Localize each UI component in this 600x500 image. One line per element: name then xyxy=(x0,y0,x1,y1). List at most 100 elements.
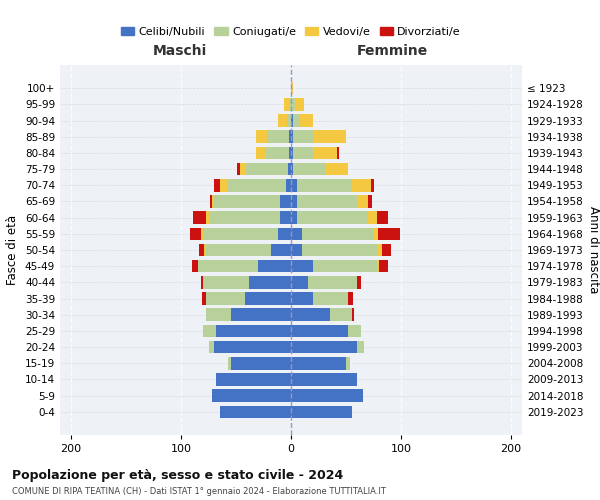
Bar xyxy=(206,212,291,224)
Bar xyxy=(229,179,291,192)
Bar xyxy=(291,212,388,224)
Bar xyxy=(289,130,291,143)
Bar xyxy=(291,82,293,94)
Bar xyxy=(291,212,368,224)
Bar xyxy=(206,308,291,321)
Bar xyxy=(220,406,291,418)
Bar xyxy=(291,82,293,94)
Bar xyxy=(291,179,373,192)
Bar xyxy=(286,179,291,192)
Bar xyxy=(291,114,300,127)
Bar xyxy=(190,228,291,240)
Bar xyxy=(291,357,350,370)
Bar xyxy=(212,390,291,402)
Bar xyxy=(256,146,291,159)
Bar xyxy=(289,98,291,110)
Bar xyxy=(291,390,362,402)
Bar xyxy=(209,341,291,353)
Bar xyxy=(291,390,362,402)
Bar xyxy=(214,179,291,192)
Bar xyxy=(278,228,291,240)
Bar xyxy=(291,212,296,224)
Bar xyxy=(291,276,308,288)
Bar xyxy=(216,373,291,386)
Bar xyxy=(230,308,291,321)
Bar xyxy=(206,308,291,321)
Bar xyxy=(192,260,291,272)
Text: COMUNE DI RIPA TEATINA (CH) - Dati ISTAT 1° gennaio 2024 - Elaborazione TUTTITAL: COMUNE DI RIPA TEATINA (CH) - Dati ISTAT… xyxy=(12,487,386,496)
Bar xyxy=(280,212,291,224)
Bar xyxy=(291,373,357,386)
Bar xyxy=(203,276,291,288)
Bar xyxy=(291,244,377,256)
Bar xyxy=(203,324,291,337)
Bar xyxy=(265,146,291,159)
Bar xyxy=(291,276,357,288)
Bar xyxy=(291,146,340,159)
Bar xyxy=(258,260,291,272)
Bar xyxy=(241,163,291,175)
Bar xyxy=(291,406,352,418)
Bar xyxy=(203,276,291,288)
Bar xyxy=(216,324,291,337)
Bar xyxy=(291,98,304,110)
Bar xyxy=(291,228,378,240)
Bar xyxy=(291,130,346,143)
Bar xyxy=(291,308,352,321)
Bar xyxy=(291,163,348,175)
Bar xyxy=(209,341,291,353)
Bar xyxy=(256,130,291,143)
Bar xyxy=(291,341,364,353)
Bar xyxy=(291,163,293,175)
Bar xyxy=(291,114,313,127)
Bar xyxy=(246,163,291,175)
Bar xyxy=(280,195,291,208)
Bar xyxy=(201,276,291,288)
Bar xyxy=(197,260,291,272)
Bar xyxy=(291,390,362,402)
Bar xyxy=(199,244,291,256)
Bar xyxy=(291,146,313,159)
Bar xyxy=(216,373,291,386)
Bar xyxy=(291,114,293,127)
Bar xyxy=(206,292,291,305)
Bar xyxy=(291,373,357,386)
Text: Maschi: Maschi xyxy=(153,44,207,58)
Bar xyxy=(203,324,291,337)
Bar xyxy=(291,163,348,175)
Bar xyxy=(237,163,291,175)
Bar xyxy=(291,179,371,192)
Bar xyxy=(230,357,291,370)
Bar xyxy=(212,390,291,402)
Bar xyxy=(212,390,291,402)
Bar xyxy=(291,195,357,208)
Bar xyxy=(203,228,291,240)
Bar xyxy=(214,195,291,208)
Bar xyxy=(256,130,291,143)
Bar xyxy=(291,228,373,240)
Bar xyxy=(216,373,291,386)
Bar xyxy=(278,114,291,127)
Bar xyxy=(206,292,291,305)
Bar xyxy=(220,406,291,418)
Bar xyxy=(212,390,291,402)
Bar xyxy=(291,341,357,353)
Bar xyxy=(209,341,291,353)
Bar xyxy=(291,341,364,353)
Bar xyxy=(291,260,388,272)
Bar xyxy=(291,292,353,305)
Bar xyxy=(291,292,348,305)
Bar xyxy=(291,357,350,370)
Bar xyxy=(291,324,361,337)
Bar xyxy=(291,260,377,272)
Bar xyxy=(291,146,293,159)
Bar xyxy=(229,357,291,370)
Bar xyxy=(291,244,382,256)
Bar xyxy=(220,406,291,418)
Bar xyxy=(291,195,296,208)
Bar xyxy=(291,373,357,386)
Bar xyxy=(204,244,291,256)
Bar xyxy=(291,324,348,337)
Bar xyxy=(291,406,352,418)
Bar xyxy=(249,276,291,288)
